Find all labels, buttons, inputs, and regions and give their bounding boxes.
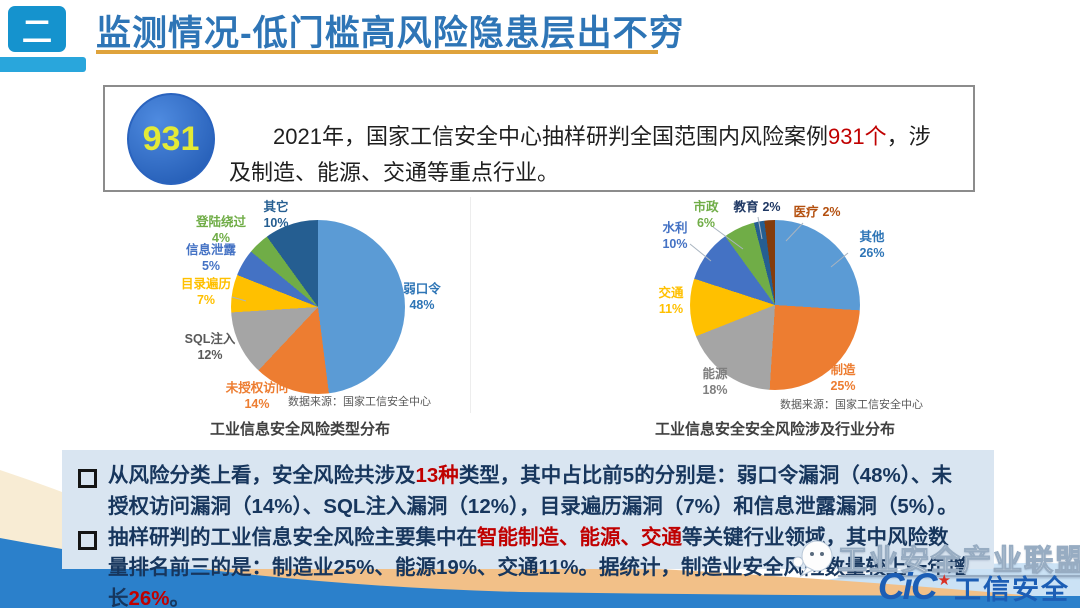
data-source-caption: 数据来源：国家工信安全中心	[288, 396, 431, 408]
cic-logo: CiC ★ 工信安全	[878, 568, 1070, 605]
body-text: 从风险分类上看，安全风险共涉及	[108, 464, 416, 487]
summary-text-part2: ，涉及制造、能源、交通等重点行业。	[229, 124, 931, 185]
logo-star-icon: ★	[937, 572, 951, 589]
bullet-item: 从风险分类上看，安全风险共涉及13种类型，其中占比前5的分别是：弱口令漏洞（48…	[78, 461, 976, 523]
pie-label: SQL注入 12%	[184, 331, 236, 362]
data-source-caption: 数据来源：国家工信安全中心	[780, 399, 923, 411]
highlighted-text: 13种	[415, 464, 459, 487]
pie-label: 交通 11%	[658, 285, 684, 316]
page-title: 监测情况-低门槛高风险隐患层出不穷	[96, 14, 685, 53]
pie-label: 其他 26%	[859, 229, 885, 260]
pie-label: 教育 2%	[733, 199, 781, 214]
section-number-badge: 二	[8, 6, 66, 52]
summary-box: 931 2021年，国家工信安全中心抽样研判全国范围内风险案例931个，涉及制造…	[103, 85, 975, 192]
logo-name-text: 工信安全	[954, 575, 1070, 605]
body-text: 抽样研判的工业信息安全风险主要集中在	[108, 525, 477, 549]
body-text: 。	[169, 587, 191, 608]
summary-highlight: 931个	[827, 124, 887, 149]
bullet-square-icon	[78, 469, 97, 488]
summary-text: 2021年，国家工信安全中心抽样研判全国范围内风险案例931个，涉及制造、能源、…	[229, 119, 947, 190]
pie-label: 未授权访问 14%	[225, 380, 289, 411]
pie-label: 信息泄露 5%	[185, 242, 237, 273]
bullet-square-icon	[78, 530, 97, 550]
chart-title-left: 工业信息安全风险类型分布	[209, 421, 390, 438]
bullet-item: 抽样研判的工业信息安全风险主要集中在智能制造、能源、交通等关键行业领域，其中风险…	[78, 523, 976, 608]
stat-ellipse: 931	[127, 93, 215, 185]
bullet-text: 抽样研判的工业信息安全风险主要集中在智能制造、能源、交通等关键行业领域，其中风险…	[108, 523, 968, 608]
pie-label: 市政 6%	[693, 199, 719, 230]
pie-label: 制造 25%	[830, 362, 856, 393]
summary-text-part1: 2021年，国家工信安全中心抽样研判全国范围内风险案例	[273, 124, 828, 149]
bullet-text: 从风险分类上看，安全风险共涉及13种类型，其中占比前5的分别是：弱口令漏洞（48…	[108, 461, 968, 523]
body-text: 等关键行业领域，其中风险数量排名前三的是：制造业25%、能源19%、交通11%。…	[108, 525, 968, 608]
chart-title-right: 工业信息安全安全风险涉及行业分布	[654, 421, 895, 438]
pie-label: 登陆绕过 4%	[195, 214, 247, 245]
pie-chart-industries: 数据来源：国家工信安全中心 其他 26% 制造 25% 能源 18% 交通 11% 水利 10% 市…	[610, 197, 940, 413]
bullet-box: 从风险分类上看，安全风险共涉及13种类型，其中占比前5的分别是：弱口令漏洞（48…	[62, 450, 994, 608]
pie-label: 弱口令 48%	[403, 281, 441, 312]
pie	[231, 220, 405, 394]
alliance-watermark-text: 工业安全产业联盟	[837, 545, 1080, 578]
title-underline	[96, 50, 658, 54]
pie-label: 水利 10%	[662, 220, 688, 251]
highlighted-text: 26%	[128, 587, 170, 608]
logo-cic-text: CiC	[877, 566, 938, 607]
pie-label: 其它 10%	[263, 199, 289, 230]
highlighted-text: 智能制造、能源、交通	[477, 525, 682, 549]
pie-label: 目录遍历 7%	[180, 276, 232, 307]
pie-label: 能源 18%	[702, 366, 728, 397]
chat-bubble-icon	[792, 540, 833, 578]
pie-label: 医疗 2%	[793, 204, 841, 219]
body-text: 类型，其中占比前5的分别是：弱口令漏洞（48%）、未授权访问漏洞（14%）、SQ…	[108, 464, 958, 518]
pie-chart-risk-types: 数据来源：国家工信安全中心 弱口令 48% 未授权访问 14% SQL注入 12% 目录遍历…	[170, 197, 471, 413]
badge-accent-bar	[0, 57, 86, 72]
